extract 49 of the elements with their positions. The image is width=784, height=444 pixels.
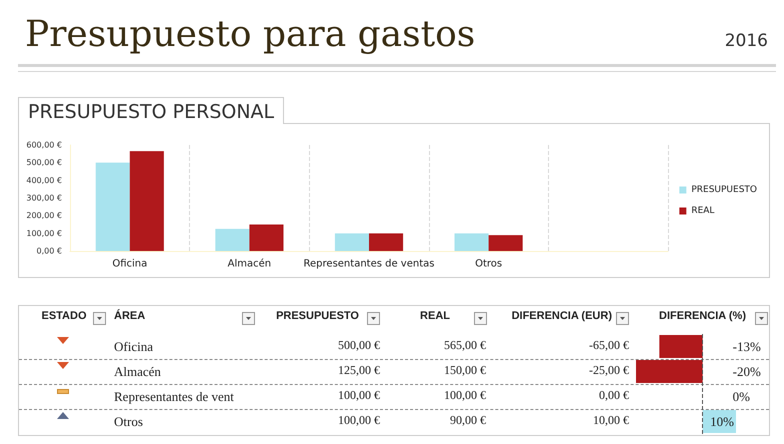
data-label: 0% [732,389,750,404]
y-tick-label: 400,00 € [26,176,62,185]
y-tick-label: 500,00 € [26,158,62,168]
bar [334,233,369,251]
x-axis-title: DIFERENCIA (%) [659,310,746,322]
x-tick-label: Representantes de ventas [304,258,434,270]
text: -25,00 € [589,363,629,378]
y-tick-label: 200,00 € [26,211,62,220]
x-tick-label: Almacén [228,258,272,270]
text: 100,00 € [338,388,380,403]
y-tick-label: 600,00 € [26,140,62,150]
text: 150,00 € [444,363,486,378]
bar [369,233,404,251]
data-label: -20% [732,364,761,379]
bar [130,151,164,251]
text: 125,00 € [338,363,380,378]
data-label: -13% [732,339,761,354]
text: PRESUPUESTO [276,310,359,322]
text: 10,00 € [593,413,629,428]
text: DIFERENCIA (EUR) [512,310,612,322]
text: 100,00 € [338,413,380,428]
y-tick-label: 300,00 € [26,194,62,202]
text: 500,00 € [338,338,380,353]
data-label: 10% [710,414,734,429]
bar [215,228,250,251]
y-tick-label: Otros [114,414,143,429]
text: 565,00 € [444,338,486,353]
bar [488,235,523,251]
x-tick-label: Otros [475,258,502,270]
text: 90,00 € [450,413,486,428]
bar [96,162,130,251]
text: 2016 [724,31,768,51]
legend-label: REAL [691,206,714,216]
y-tick-label: Oficina [114,339,154,354]
text: ÁREA [114,310,146,322]
text: REAL [420,310,450,322]
y-tick-label: 100,00 € [26,228,62,238]
bar [454,233,489,251]
text: ESTADO [40,310,88,322]
text: Presupuesto para gastos [25,14,476,55]
text: 0,00 € [599,388,629,403]
y-tick-label: Almacén [114,364,162,379]
bar [249,224,284,251]
legend-label: PRESUPUESTO [691,185,758,195]
chart-title: PRESUPUESTO PERSONAL [18,97,284,124]
y-tick-label: Representantes de vent [114,389,234,404]
y-tick-label: 0,00 € [36,246,62,256]
text: 100,00 € [444,388,486,403]
text: -65,00 € [589,338,629,353]
